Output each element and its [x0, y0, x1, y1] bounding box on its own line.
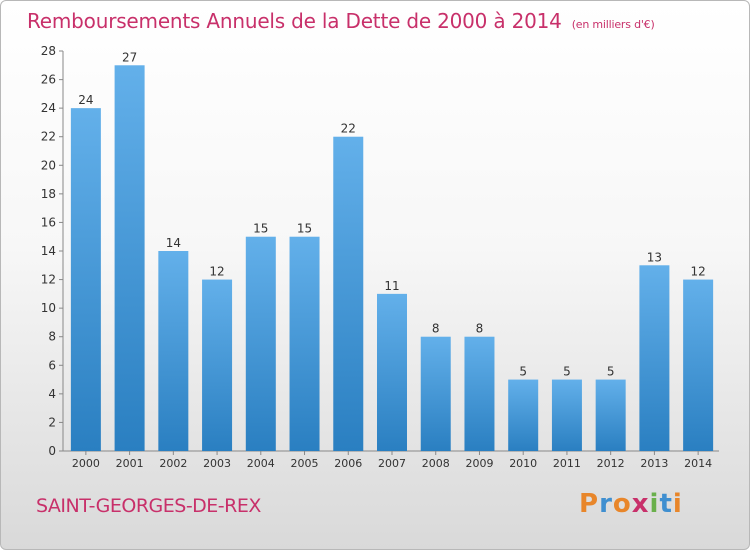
bar	[595, 379, 626, 451]
x-tick-label: 2002	[159, 457, 187, 470]
x-tick-label: 2005	[291, 457, 319, 470]
bar	[158, 251, 189, 451]
x-tick-label: 2010	[509, 457, 537, 470]
data-label: 15	[297, 222, 312, 236]
bar	[70, 108, 101, 452]
x-tick-label: 2012	[597, 457, 625, 470]
logo-letter: t	[659, 489, 673, 519]
bar	[551, 379, 582, 451]
x-tick-label: 2004	[247, 457, 275, 470]
commune-name: SAINT-GEORGES-DE-REX	[36, 495, 261, 517]
data-label: 8	[432, 322, 440, 336]
y-tick-label: 22	[41, 130, 56, 144]
y-tick-label: 14	[41, 244, 56, 258]
data-label: 5	[519, 365, 527, 379]
title-text: Remboursements Annuels de la Dette de 20…	[27, 9, 562, 33]
y-tick-label: 8	[48, 330, 56, 344]
title-unit: (en milliers d'€)	[571, 18, 655, 31]
x-tick-label: 2014	[684, 457, 712, 470]
bar	[114, 65, 145, 452]
x-tick-label: 2000	[72, 457, 100, 470]
y-tick-label: 6	[48, 358, 56, 372]
y-tick-label: 20	[41, 158, 56, 172]
proxiti-logo: Proxiti	[579, 489, 683, 519]
bar	[377, 293, 407, 451]
bar	[508, 379, 539, 451]
data-label: 27	[122, 50, 137, 64]
data-label: 15	[253, 222, 268, 236]
y-tick-label: 4	[48, 387, 56, 401]
logo-letter: r	[599, 489, 613, 519]
x-tick-label: 2001	[116, 457, 144, 470]
y-tick-label: 26	[41, 73, 56, 87]
data-label: 5	[563, 365, 571, 379]
data-label: 14	[166, 236, 181, 250]
data-label: 11	[384, 279, 399, 293]
y-tick-label: 0	[48, 444, 56, 458]
data-label: 5	[607, 365, 615, 379]
logo-letter: o	[612, 489, 632, 519]
y-tick-label: 2	[48, 415, 56, 429]
data-label: 8	[476, 322, 484, 336]
data-label: 22	[341, 122, 356, 136]
y-tick-label: 16	[41, 215, 56, 229]
bar	[202, 279, 233, 451]
logo-letter: i	[649, 489, 660, 519]
data-label: 12	[209, 265, 224, 279]
x-tick-label: 2008	[422, 457, 450, 470]
x-tick-label: 2009	[465, 457, 493, 470]
bar	[245, 236, 276, 451]
bar	[464, 336, 495, 451]
x-tick-label: 2007	[378, 457, 406, 470]
x-tick-label: 2011	[553, 457, 581, 470]
y-tick-label: 12	[41, 273, 56, 287]
x-tick-label: 2013	[640, 457, 668, 470]
bar	[333, 136, 364, 451]
y-tick-label: 28	[41, 44, 56, 58]
y-tick-label: 24	[41, 101, 56, 115]
data-label: 24	[78, 93, 93, 107]
chart-title: Remboursements Annuels de la Dette de 20…	[27, 9, 655, 33]
x-tick-label: 2006	[334, 457, 362, 470]
bar	[683, 279, 714, 451]
data-label: 13	[647, 250, 662, 264]
y-tick-label: 18	[41, 187, 56, 201]
logo-letter: x	[631, 489, 650, 519]
logo-letter: P	[579, 489, 600, 519]
bar	[420, 336, 451, 451]
x-tick-label: 2003	[203, 457, 231, 470]
bar	[639, 265, 670, 451]
logo-letter: i	[672, 489, 683, 519]
bar	[289, 236, 320, 451]
data-label: 12	[690, 265, 705, 279]
y-tick-label: 10	[41, 301, 56, 315]
